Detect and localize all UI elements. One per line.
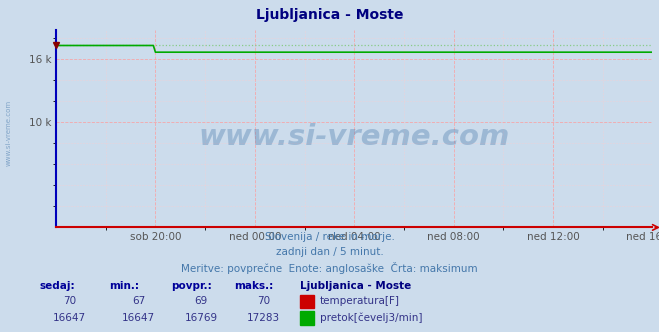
Text: zadnji dan / 5 minut.: zadnji dan / 5 minut.: [275, 247, 384, 257]
Text: 70: 70: [257, 296, 270, 306]
Text: temperatura[F]: temperatura[F]: [320, 296, 399, 306]
Text: 67: 67: [132, 296, 145, 306]
Text: 69: 69: [194, 296, 208, 306]
Text: min.:: min.:: [109, 281, 139, 290]
Text: www.si-vreme.com: www.si-vreme.com: [5, 100, 11, 166]
Text: Meritve: povprečne  Enote: anglosaške  Črta: maksimum: Meritve: povprečne Enote: anglosaške Črt…: [181, 262, 478, 274]
Text: 17283: 17283: [247, 313, 280, 323]
Text: 16647: 16647: [53, 313, 86, 323]
Text: 16769: 16769: [185, 313, 217, 323]
Text: Ljubljanica - Moste: Ljubljanica - Moste: [300, 281, 411, 290]
Text: sedaj:: sedaj:: [40, 281, 75, 290]
Text: povpr.:: povpr.:: [171, 281, 212, 290]
Text: pretok[čevelj3/min]: pretok[čevelj3/min]: [320, 313, 422, 323]
Text: 16647: 16647: [122, 313, 155, 323]
Text: www.si-vreme.com: www.si-vreme.com: [198, 123, 510, 150]
Text: Ljubljanica - Moste: Ljubljanica - Moste: [256, 8, 403, 22]
Text: maks.:: maks.:: [234, 281, 273, 290]
Text: Slovenija / reke in morje.: Slovenija / reke in morje.: [264, 232, 395, 242]
Text: 70: 70: [63, 296, 76, 306]
